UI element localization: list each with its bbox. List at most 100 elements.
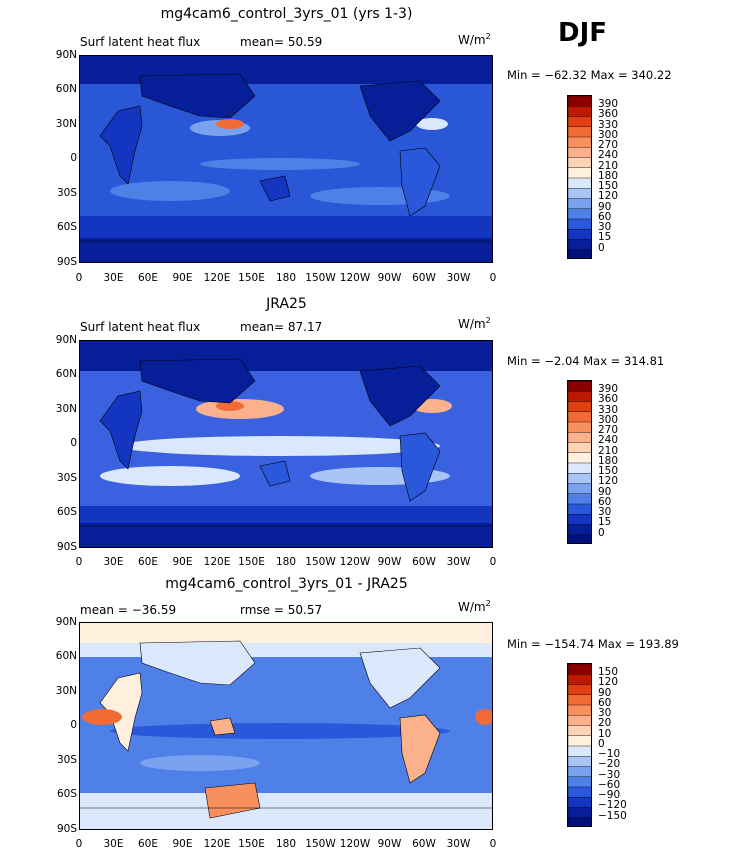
colorbar-tick: 270 (598, 139, 619, 151)
x-tick: 30E (103, 556, 124, 568)
panel3-center-label: rmse = 50.57 (240, 603, 323, 617)
colorbar-tick: 0 (598, 737, 605, 750)
colorbar-swatch (568, 715, 591, 727)
panel2-title: JRA25 (266, 296, 307, 312)
colorbar-tick: 360 (598, 108, 619, 121)
colorbar-tick: −20 (598, 758, 621, 771)
colorbar-swatch (568, 776, 591, 788)
colorbar-swatch (568, 766, 591, 778)
x-tick: 90W (377, 556, 402, 568)
colorbar-tick: 150 (598, 180, 619, 192)
colorbar-tick: 30 (598, 506, 612, 518)
y-tick: 0 (70, 152, 77, 164)
colorbar-tick: 90 (598, 485, 612, 498)
colorbar-tick: 60 (598, 495, 612, 508)
y-tick: 30S (56, 754, 77, 766)
y-tick: 60S (56, 506, 77, 518)
y-tick: 30N (55, 118, 77, 130)
colorbar-swatch (568, 411, 591, 423)
colorbar-swatch (568, 797, 591, 809)
colorbar-swatch (568, 239, 591, 251)
panel2-colorbar (567, 380, 592, 544)
colorbar-swatch (568, 229, 591, 241)
x-tick: 30E (103, 272, 124, 284)
colorbar-tick: 120 (598, 475, 619, 488)
y-tick: 60N (55, 368, 77, 380)
panel2-map-field (80, 341, 492, 547)
colorbar-tick: 150 (598, 465, 619, 477)
y-tick: 60S (56, 788, 77, 800)
colorbar-swatch (568, 503, 591, 515)
colorbar-swatch (568, 381, 591, 392)
x-tick: 180 (275, 272, 297, 284)
colorbar-swatch (568, 188, 591, 200)
y-tick: 30S (56, 187, 77, 199)
colorbar-swatch (568, 462, 591, 474)
colorbar-tick: 0 (598, 526, 605, 539)
x-tick: 0 (75, 272, 83, 284)
panel3-xaxis: 0 30E 60E 90E 120E 150E 180 150W 120W 90… (76, 838, 497, 852)
colorbar-tick: 90 (598, 200, 612, 213)
colorbar-tick: 240 (598, 149, 619, 162)
colorbar-swatch (568, 136, 591, 148)
x-tick: 120E (203, 272, 231, 284)
colorbar-swatch (568, 147, 591, 159)
x-tick: 150E (238, 838, 265, 850)
y-tick: 0 (70, 437, 77, 449)
x-tick: 0 (489, 556, 497, 568)
panel1-unit: W/m2 (458, 32, 491, 47)
x-tick: 120E (203, 556, 231, 568)
colorbar-swatch (568, 745, 591, 757)
x-tick: 120W (339, 272, 371, 284)
panel1-map-field (80, 56, 492, 262)
x-tick: 150E (238, 556, 265, 568)
colorbar-tick: 20 (598, 717, 612, 730)
colorbar-swatch (568, 401, 591, 413)
x-tick: 30W (446, 838, 471, 850)
colorbar-swatch (568, 725, 591, 737)
y-tick: 30N (55, 403, 77, 415)
colorbar-swatch (568, 452, 591, 464)
x-tick: 90W (377, 838, 402, 850)
colorbar-swatch (568, 421, 591, 433)
colorbar-tick: 180 (598, 454, 619, 467)
colorbar-tick: 240 (598, 434, 619, 447)
colorbar-tick: −150 (598, 809, 627, 822)
colorbar-tick: 120 (598, 676, 619, 689)
panel2-unit: W/m2 (458, 316, 491, 331)
panel2-left-label: Surf latent heat flux (80, 320, 201, 334)
colorbar-swatch (568, 218, 591, 230)
colorbar-tick: −90 (598, 789, 621, 801)
x-tick: 0 (489, 272, 497, 284)
x-tick: 150E (238, 272, 265, 284)
panel3-unit: W/m2 (458, 599, 491, 614)
colorbar-swatch (568, 807, 591, 819)
panel3-minmax: Min = −154.74 Max = 193.89 (507, 637, 679, 651)
colorbar-swatch (568, 126, 591, 138)
colorbar-swatch (568, 694, 591, 706)
colorbar-swatch (568, 674, 591, 686)
x-tick: 180 (275, 838, 297, 850)
colorbar-tick: 150 (598, 666, 619, 678)
colorbar-swatch (568, 534, 591, 543)
colorbar-tick: −30 (598, 768, 621, 781)
x-tick: 120W (339, 838, 371, 850)
y-tick: 90S (56, 823, 77, 835)
panel1-left-label: Surf latent heat flux (80, 35, 201, 49)
colorbar-tick: 15 (598, 231, 612, 244)
colorbar-tick: 60 (598, 210, 612, 223)
season-label: DJF (558, 18, 608, 48)
x-tick: 90E (172, 556, 193, 568)
panel3-map (79, 622, 493, 830)
colorbar-swatch (568, 157, 591, 169)
x-tick: 60E (138, 272, 158, 284)
panel1-minmax: Min = −62.32 Max = 340.22 (507, 68, 672, 82)
x-tick: 0 (75, 556, 83, 568)
colorbar-tick: 390 (598, 98, 619, 110)
colorbar-tick: 360 (598, 393, 619, 406)
panel2-xaxis: 0 30E 60E 90E 120E 150E 180 150W 120W 90… (76, 556, 497, 570)
x-tick: 60W (412, 838, 436, 850)
panel1-xaxis: 0 30E 60E 90E 120E 150E 180 150W 120W 90… (76, 272, 497, 286)
x-tick: 30W (446, 272, 471, 284)
colorbar-swatch (568, 208, 591, 220)
